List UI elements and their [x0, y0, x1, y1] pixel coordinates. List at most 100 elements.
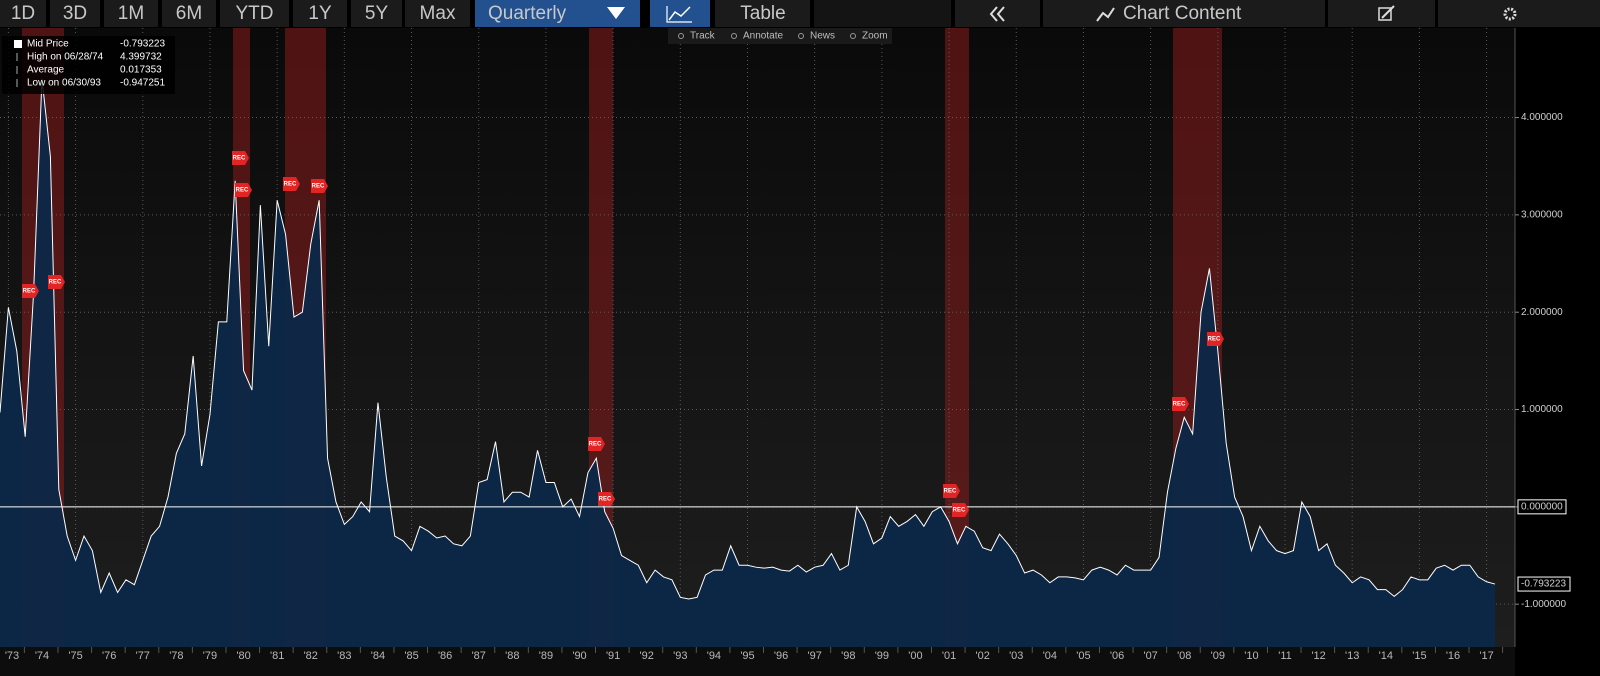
range-label[interactable]: Max — [420, 3, 456, 24]
recession-marker-label[interactable]: REC — [23, 289, 36, 295]
chart-type-button[interactable] — [650, 0, 710, 27]
x-tick-label: '83 — [337, 650, 351, 662]
recession-marker-label[interactable]: REC — [953, 508, 966, 514]
x-tick-label: '09 — [1211, 650, 1225, 662]
toolbar-gap — [814, 0, 951, 27]
chart-content-label[interactable]: Chart Content — [1123, 3, 1242, 24]
x-tick-label: '03 — [1009, 650, 1023, 662]
x-tick-label: '06 — [1110, 650, 1124, 662]
chart-icon — [668, 6, 691, 21]
x-tick-label: '79 — [203, 650, 217, 662]
zero-label-box — [1517, 499, 1567, 515]
y-tick-label: 0.000000 — [1521, 501, 1563, 512]
range-label[interactable]: 1Y — [308, 3, 332, 24]
range-label[interactable]: 1M — [118, 3, 144, 24]
recession-marker[interactable] — [48, 275, 65, 289]
x-tick-label: '76 — [102, 650, 116, 662]
tool-label[interactable]: News — [810, 31, 835, 42]
x-tick-label: '84 — [371, 650, 385, 662]
range-label[interactable]: YTD — [236, 3, 274, 24]
recession-marker-label[interactable]: REC — [312, 184, 325, 190]
y-tick-label: 1.000000 — [1521, 404, 1563, 415]
recession-marker-label[interactable]: REC — [589, 442, 602, 448]
legend-label: Low on 06/30/93 — [27, 78, 101, 89]
recession-marker[interactable] — [598, 492, 615, 506]
recession-marker-label[interactable]: REC — [233, 156, 246, 162]
x-tick-label: '87 — [472, 650, 486, 662]
tool-label[interactable]: Annotate — [743, 31, 783, 42]
range-button[interactable] — [351, 0, 402, 27]
range-label[interactable]: 6M — [176, 3, 202, 24]
recession-marker[interactable] — [1172, 397, 1189, 411]
x-tick-label: '97 — [808, 650, 822, 662]
edit-icon — [1378, 7, 1392, 21]
y-tick-label: 2.000000 — [1521, 307, 1563, 318]
range-label[interactable]: 1D — [11, 3, 35, 24]
legend-label: Mid Price — [27, 39, 69, 50]
recession-marker-label[interactable]: REC — [944, 489, 957, 495]
area-fill — [0, 78, 1495, 647]
x-tick-label: '98 — [841, 650, 855, 662]
x-tick-label: '00 — [908, 650, 922, 662]
edit-icon — [1381, 5, 1395, 19]
x-tick-label: '01 — [942, 650, 956, 662]
x-axis-panel — [0, 647, 1515, 676]
edit-button[interactable] — [1328, 0, 1435, 27]
chart-tools-bar — [668, 28, 892, 44]
x-tick-label: '04 — [1043, 650, 1057, 662]
recession-marker[interactable] — [1207, 332, 1224, 346]
range-button[interactable] — [162, 0, 216, 27]
x-tick-label: '94 — [707, 650, 721, 662]
table-button[interactable] — [715, 0, 810, 27]
legend-value: -0.947251 — [120, 78, 165, 89]
range-button[interactable] — [220, 0, 289, 27]
range-button[interactable] — [0, 0, 46, 27]
y-tick-label: 4.000000 — [1521, 112, 1563, 123]
x-tick-label: '81 — [270, 650, 284, 662]
recession-marker[interactable] — [232, 151, 249, 165]
chart-content-button[interactable] — [1043, 0, 1325, 27]
recession-marker[interactable] — [283, 177, 300, 191]
legend-value: -0.793223 — [120, 39, 165, 50]
x-tick-label: '96 — [774, 650, 788, 662]
range-label[interactable]: 5Y — [365, 3, 389, 24]
range-button[interactable] — [293, 0, 347, 27]
x-tick-label: '93 — [673, 650, 687, 662]
recession-marker-label[interactable]: REC — [599, 497, 612, 503]
recession-marker-label[interactable]: REC — [236, 188, 249, 194]
recession-marker-label[interactable]: REC — [49, 280, 62, 286]
recession-marker[interactable] — [235, 183, 252, 197]
tool-label[interactable]: Track — [690, 31, 716, 42]
settings-button[interactable] — [1438, 0, 1600, 27]
tool-label[interactable]: Zoom — [862, 31, 888, 42]
table-label[interactable]: Table — [740, 3, 785, 24]
recession-marker[interactable] — [943, 484, 960, 498]
x-tick-label: '12 — [1311, 650, 1325, 662]
range-button[interactable] — [50, 0, 100, 27]
recession-marker[interactable] — [311, 179, 328, 193]
x-tick-label: '82 — [304, 650, 318, 662]
y-tick-label: 3.000000 — [1521, 210, 1563, 221]
x-tick-label: '88 — [505, 650, 519, 662]
range-button[interactable] — [405, 0, 470, 27]
recession-marker-label[interactable]: REC — [1208, 337, 1221, 343]
x-tick-label: '13 — [1345, 650, 1359, 662]
x-tick-label: '16 — [1446, 650, 1460, 662]
range-button[interactable] — [104, 0, 158, 27]
x-tick-label: '89 — [539, 650, 553, 662]
tool-icon — [798, 33, 804, 39]
frequency-label[interactable]: Quarterly — [488, 3, 567, 24]
recession-marker-label[interactable]: REC — [1173, 402, 1186, 408]
dropdown-arrow — [607, 7, 625, 19]
legend-value: 4.399732 — [120, 52, 162, 63]
x-tick-label: '75 — [68, 650, 82, 662]
legend-box — [2, 36, 175, 94]
range-label[interactable]: 3D — [63, 3, 87, 24]
recession-marker[interactable] — [952, 503, 969, 517]
recession-marker[interactable] — [588, 437, 605, 451]
recession-marker-label[interactable]: REC — [284, 182, 297, 188]
x-tick-label: '95 — [740, 650, 754, 662]
recession-marker[interactable] — [22, 284, 39, 298]
x-tick-label: '80 — [236, 650, 250, 662]
